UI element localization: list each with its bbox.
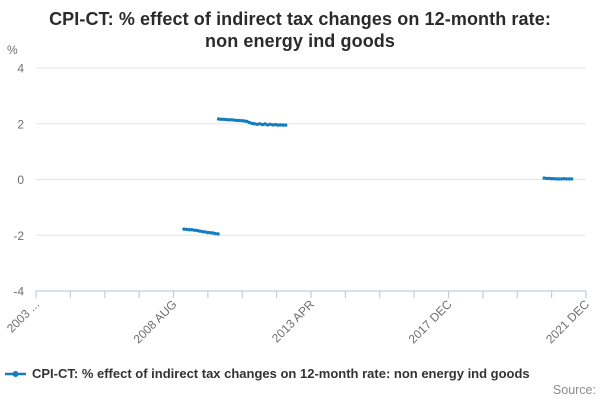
series-point[interactable]: [281, 123, 285, 127]
series-point[interactable]: [213, 231, 218, 236]
series-point[interactable]: [222, 117, 226, 122]
series-point[interactable]: [187, 228, 191, 232]
series-point[interactable]: [200, 229, 204, 234]
series-point[interactable]: [271, 123, 275, 127]
series-point[interactable]: [276, 123, 280, 127]
series-point[interactable]: [184, 227, 189, 232]
series-point[interactable]: [560, 177, 564, 181]
y-tick-label: -4: [13, 285, 24, 299]
series-point[interactable]: [562, 177, 566, 181]
x-tick-label: 2008 AUG: [131, 297, 180, 346]
legend-label: CPI-CT: % effect of indirect tax changes…: [32, 366, 530, 381]
series-point[interactable]: [268, 122, 272, 127]
series-point[interactable]: [219, 117, 223, 122]
series-point[interactable]: [260, 122, 265, 127]
series-point[interactable]: [567, 177, 571, 181]
y-axis-unit-label: %: [7, 43, 18, 57]
series-point[interactable]: [555, 177, 559, 181]
y-tick-label: 0: [17, 173, 24, 187]
series-point[interactable]: [284, 123, 288, 127]
series-point[interactable]: [242, 119, 247, 123]
series-point[interactable]: [240, 119, 244, 123]
series-point[interactable]: [227, 118, 231, 122]
series-point[interactable]: [190, 228, 194, 232]
series-point[interactable]: [211, 231, 215, 235]
x-tick-label: 2021 DEC: [543, 297, 592, 346]
legend[interactable]: CPI-CT: % effect of indirect tax changes…: [5, 366, 530, 381]
y-tick-label: -2: [13, 229, 24, 243]
series-point[interactable]: [253, 122, 257, 126]
series-point[interactable]: [237, 118, 241, 123]
series-point[interactable]: [258, 122, 262, 126]
series-point[interactable]: [247, 120, 252, 125]
series-point[interactable]: [203, 230, 207, 234]
series-point[interactable]: [216, 232, 220, 236]
series-point[interactable]: [235, 118, 239, 123]
series-point[interactable]: [229, 118, 234, 122]
series-point[interactable]: [245, 119, 249, 124]
y-tick-label: 2: [17, 117, 24, 131]
series-point[interactable]: [570, 177, 574, 181]
series-point[interactable]: [278, 123, 283, 127]
series-point[interactable]: [565, 177, 569, 181]
series-point[interactable]: [255, 122, 259, 127]
series-point[interactable]: [198, 229, 202, 233]
series-point[interactable]: [216, 117, 221, 121]
series-point[interactable]: [250, 121, 254, 126]
y-tick-label: 4: [17, 62, 24, 76]
series-point[interactable]: [545, 176, 549, 181]
source-label: Source:: [552, 383, 596, 397]
series-point[interactable]: [224, 117, 228, 122]
x-tick-label: 2017 DEC: [406, 297, 455, 346]
series-point[interactable]: [542, 176, 546, 180]
legend-series-marker-icon: [5, 370, 26, 377]
series-point[interactable]: [205, 230, 210, 235]
series-point[interactable]: [547, 176, 551, 181]
series-point[interactable]: [550, 177, 554, 181]
series-point[interactable]: [265, 123, 270, 127]
series-point[interactable]: [552, 177, 556, 181]
x-tick-label: 2013 APR: [269, 297, 317, 345]
series-point[interactable]: [195, 228, 199, 233]
series-point[interactable]: [273, 122, 278, 127]
series-point[interactable]: [232, 118, 236, 122]
series-point[interactable]: [208, 231, 212, 235]
series-point[interactable]: [182, 227, 186, 231]
series-point[interactable]: [192, 228, 197, 232]
x-tick-label: 2003 ...: [4, 297, 42, 335]
chart-title: CPI-CT: % effect of indirect tax changes…: [49, 9, 551, 51]
series-point[interactable]: [557, 177, 561, 181]
